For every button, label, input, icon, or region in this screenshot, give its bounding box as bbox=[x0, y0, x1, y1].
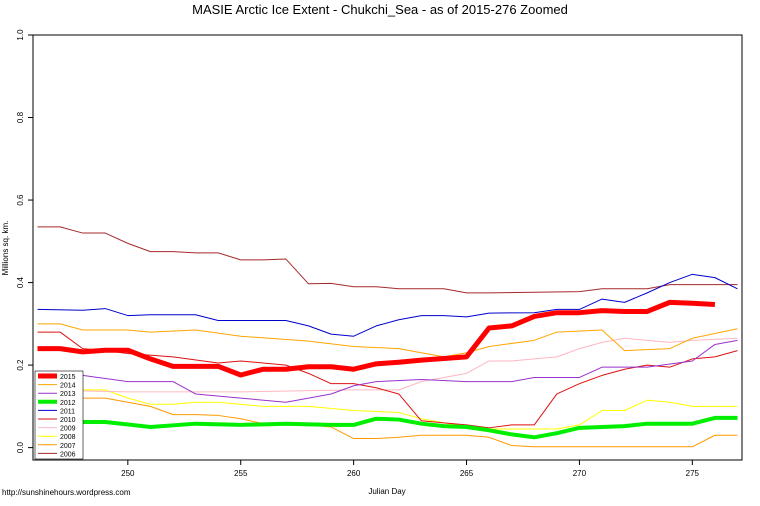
y-tick-label: 0.8 bbox=[16, 111, 25, 123]
series-line bbox=[37, 323, 738, 358]
y-tick-label: 0.2 bbox=[16, 359, 25, 371]
legend-label: 2013 bbox=[60, 391, 76, 398]
y-tick-label: 0.6 bbox=[16, 194, 25, 206]
x-tick-label: 265 bbox=[460, 469, 474, 478]
series-line bbox=[37, 385, 738, 430]
legend-label: 2014 bbox=[60, 383, 76, 390]
plot-frame bbox=[32, 34, 743, 461]
series-line bbox=[37, 393, 738, 448]
legend-label: 2012 bbox=[60, 400, 76, 407]
legend-label: 2008 bbox=[60, 434, 76, 441]
x-tick-label: 250 bbox=[121, 469, 135, 478]
series-line bbox=[37, 226, 738, 294]
x-tick-label: 275 bbox=[686, 469, 700, 478]
x-axis-label: Julian Day bbox=[368, 487, 405, 496]
series-line bbox=[37, 331, 738, 429]
chart-title: MASIE Arctic Ice Extent - Chukchi_Sea - … bbox=[192, 2, 568, 17]
series-line bbox=[37, 299, 716, 378]
y-axis-label: Millions sq. km. bbox=[1, 221, 10, 276]
legend-label: 2011 bbox=[60, 408, 75, 415]
x-tick-label: 255 bbox=[234, 469, 248, 478]
series-line bbox=[37, 337, 738, 393]
y-tick-label: 0.4 bbox=[16, 276, 25, 288]
x-tick-label: 270 bbox=[573, 469, 587, 478]
legend-label: 2006 bbox=[60, 451, 76, 458]
y-tick-label: 0.0 bbox=[16, 442, 25, 454]
series-line bbox=[37, 339, 738, 403]
x-tick-label: 260 bbox=[347, 469, 361, 478]
footer: http://sunshinehours.wordpress.com bbox=[2, 488, 131, 497]
series-line bbox=[37, 415, 738, 440]
legend-label: 2009 bbox=[60, 426, 76, 433]
legend-label: 2015 bbox=[60, 374, 76, 381]
legend-label: 2010 bbox=[60, 417, 76, 424]
y-tick-label: 1.0 bbox=[16, 29, 25, 41]
series-line bbox=[37, 273, 738, 337]
legend-label: 2007 bbox=[60, 443, 76, 450]
